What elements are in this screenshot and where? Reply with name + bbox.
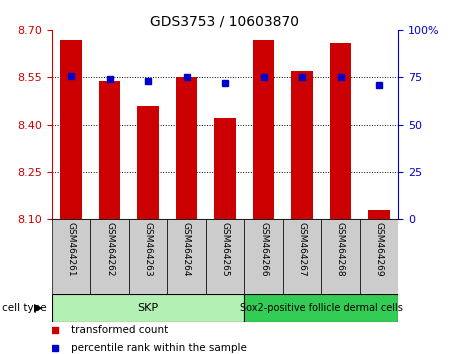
Text: GSM464262: GSM464262 — [105, 222, 114, 276]
Title: GDS3753 / 10603870: GDS3753 / 10603870 — [150, 15, 300, 29]
Text: transformed count: transformed count — [71, 325, 168, 335]
Bar — [360, 219, 398, 294]
Text: GSM464264: GSM464264 — [182, 222, 191, 276]
Bar — [244, 294, 398, 322]
Bar — [52, 219, 90, 294]
Text: GSM464266: GSM464266 — [259, 222, 268, 276]
Bar — [214, 119, 236, 219]
Text: ▶: ▶ — [34, 303, 42, 313]
Bar — [52, 294, 244, 322]
Text: GSM464267: GSM464267 — [297, 222, 306, 276]
Text: Sox2-positive follicle dermal cells: Sox2-positive follicle dermal cells — [240, 303, 403, 313]
Bar — [167, 219, 206, 294]
Bar — [244, 219, 283, 294]
Bar — [137, 106, 158, 219]
Text: GSM464265: GSM464265 — [220, 222, 230, 276]
Text: cell type: cell type — [2, 303, 47, 313]
Text: percentile rank within the sample: percentile rank within the sample — [71, 343, 247, 353]
Bar — [176, 78, 197, 219]
Bar — [369, 210, 390, 219]
Bar — [129, 219, 167, 294]
Text: GSM464261: GSM464261 — [67, 222, 76, 276]
Bar — [253, 40, 274, 219]
Text: GSM464263: GSM464263 — [144, 222, 153, 276]
Bar — [330, 43, 351, 219]
Bar — [206, 219, 244, 294]
Text: GSM464269: GSM464269 — [374, 222, 383, 276]
Bar — [60, 40, 81, 219]
Bar — [99, 81, 120, 219]
Bar — [292, 71, 313, 219]
Bar — [283, 219, 321, 294]
Bar — [321, 219, 360, 294]
Bar — [90, 219, 129, 294]
Text: SKP: SKP — [137, 303, 158, 313]
Text: GSM464268: GSM464268 — [336, 222, 345, 276]
